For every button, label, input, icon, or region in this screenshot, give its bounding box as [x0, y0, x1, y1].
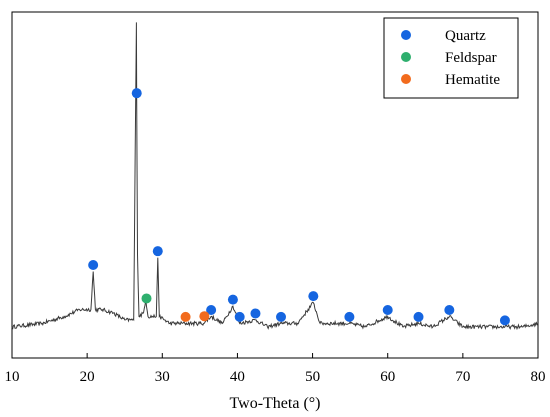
legend: Quartz Feldspar Hematite: [383, 17, 519, 99]
peak-marker-feldspar: [141, 293, 152, 304]
plot-frame: [11, 11, 539, 359]
peak-marker-quartz: [308, 291, 319, 302]
x-tick-label-20: 20: [80, 369, 95, 385]
peak-marker-quartz: [276, 311, 287, 322]
peak-marker-quartz: [206, 304, 217, 315]
legend-entry-feldspar: Feldspar: [401, 50, 497, 66]
legend-entry-quartz: Quartz: [401, 28, 486, 44]
peak-marker-hematite: [199, 311, 210, 322]
x-tick-label-60: 60: [380, 369, 395, 385]
peak-marker-quartz: [444, 304, 455, 315]
peak-marker-quartz: [88, 260, 99, 270]
x-tick-label-40: 40: [230, 369, 245, 385]
peak-marker-quartz: [152, 246, 163, 257]
x-tick-label-50: 50: [305, 369, 320, 385]
legend-entry-hematite: Hematite: [401, 72, 500, 88]
peak-marker-hematite: [180, 311, 191, 322]
x-tick-label-30: 30: [155, 369, 170, 385]
x-axis-ticks: 10 20 30 40 50 60 70 80: [5, 353, 546, 385]
peak-marker-quartz: [234, 311, 245, 322]
x-tick-label-80: 80: [531, 369, 546, 385]
peak-marker-quartz: [227, 294, 238, 305]
peak-marker-quartz: [382, 304, 393, 315]
legend-marker-quartz: [401, 30, 411, 40]
xrd-pattern-line: [11, 22, 539, 331]
legend-label-feldspar: Feldspar: [445, 50, 497, 66]
peak-marker-quartz: [250, 308, 261, 319]
peak-markers: [88, 88, 510, 326]
peak-marker-quartz: [413, 311, 424, 322]
legend-marker-feldspar: [401, 52, 411, 62]
x-tick-label-10: 10: [5, 369, 20, 385]
x-tick-label-70: 70: [455, 369, 470, 385]
peak-marker-quartz: [131, 88, 142, 99]
peak-marker-quartz: [499, 315, 510, 326]
legend-label-quartz: Quartz: [445, 28, 486, 44]
legend-label-hematite: Hematite: [445, 72, 500, 88]
x-axis-label: Two-Theta (°): [229, 395, 320, 412]
legend-marker-hematite: [401, 74, 411, 84]
peak-marker-quartz: [344, 311, 355, 322]
